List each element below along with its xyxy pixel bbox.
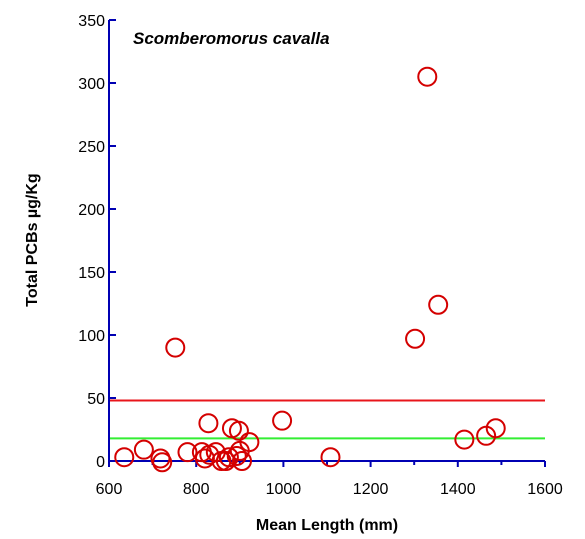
x-axis-title: Mean Length (mm): [256, 517, 398, 534]
x-tick-label: 1200: [353, 481, 389, 498]
data-point: [198, 413, 219, 434]
data-point: [194, 448, 215, 469]
y-axis-title: Total PCBs µg/Kg: [24, 173, 41, 306]
data-point: [485, 418, 506, 439]
data-point: [417, 66, 438, 87]
x-tick-label: 800: [183, 481, 210, 498]
data-point: [320, 447, 341, 468]
data-point: [165, 337, 186, 358]
x-tick-label: 1600: [527, 481, 563, 498]
data-points: [114, 66, 506, 473]
data-point: [228, 420, 249, 441]
y-tick-label: 200: [78, 202, 105, 219]
y-tick-label: 300: [78, 76, 105, 93]
reference-lines: [109, 399, 545, 440]
y-tick-label: 250: [78, 139, 105, 156]
y-ticks: 0 50 100 150 200 250 300 350: [78, 13, 116, 471]
data-point: [218, 447, 239, 468]
data-point: [454, 429, 475, 450]
data-point: [152, 452, 173, 473]
y-tick-label: 350: [78, 13, 105, 30]
data-point: [231, 451, 252, 471]
data-point: [428, 294, 449, 315]
data-point: [215, 451, 236, 471]
data-point: [239, 432, 260, 453]
chart-title: Scomberomorus cavalla: [133, 29, 330, 48]
y-tick-label: 50: [87, 391, 105, 408]
data-point: [177, 442, 198, 463]
x-tick-label: 600: [96, 481, 123, 498]
axes: [108, 20, 545, 462]
data-point: [226, 445, 247, 466]
data-point: [272, 410, 293, 431]
data-point: [114, 447, 135, 468]
x-tick-label: 1000: [266, 481, 302, 498]
x-tick-label: 1400: [440, 481, 476, 498]
y-tick-label: 100: [78, 328, 105, 345]
x-ticks: 600 800 1000 1200 1400 1600: [96, 461, 563, 498]
y-tick-label: 0: [96, 454, 105, 471]
y-tick-label: 150: [78, 265, 105, 282]
data-point: [405, 328, 426, 349]
data-point: [133, 439, 154, 460]
